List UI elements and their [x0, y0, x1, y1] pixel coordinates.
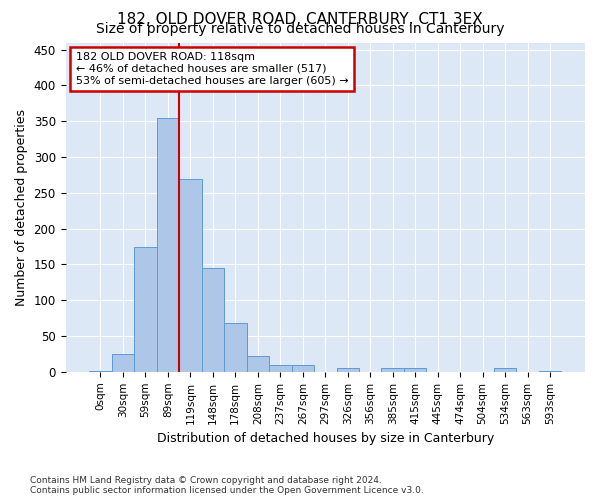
Bar [539, 371, 562, 372]
Bar [134, 246, 157, 372]
Bar [494, 368, 517, 372]
Text: 182 OLD DOVER ROAD: 118sqm
← 46% of detached houses are smaller (517)
53% of sem: 182 OLD DOVER ROAD: 118sqm ← 46% of deta… [76, 52, 349, 86]
Bar [224, 323, 247, 372]
Bar [202, 268, 224, 372]
Bar [292, 364, 314, 372]
X-axis label: Distribution of detached houses by size in Canterbury: Distribution of detached houses by size … [157, 432, 494, 445]
Bar [382, 368, 404, 372]
Bar [179, 178, 202, 372]
Bar [112, 354, 134, 372]
Bar [157, 118, 179, 372]
Bar [89, 371, 112, 372]
Text: 182, OLD DOVER ROAD, CANTERBURY, CT1 3EX: 182, OLD DOVER ROAD, CANTERBURY, CT1 3EX [117, 12, 483, 28]
Y-axis label: Number of detached properties: Number of detached properties [15, 108, 28, 306]
Text: Size of property relative to detached houses in Canterbury: Size of property relative to detached ho… [96, 22, 504, 36]
Bar [269, 364, 292, 372]
Bar [247, 356, 269, 372]
Bar [337, 368, 359, 372]
Text: Contains HM Land Registry data © Crown copyright and database right 2024.
Contai: Contains HM Land Registry data © Crown c… [30, 476, 424, 495]
Bar [404, 368, 427, 372]
